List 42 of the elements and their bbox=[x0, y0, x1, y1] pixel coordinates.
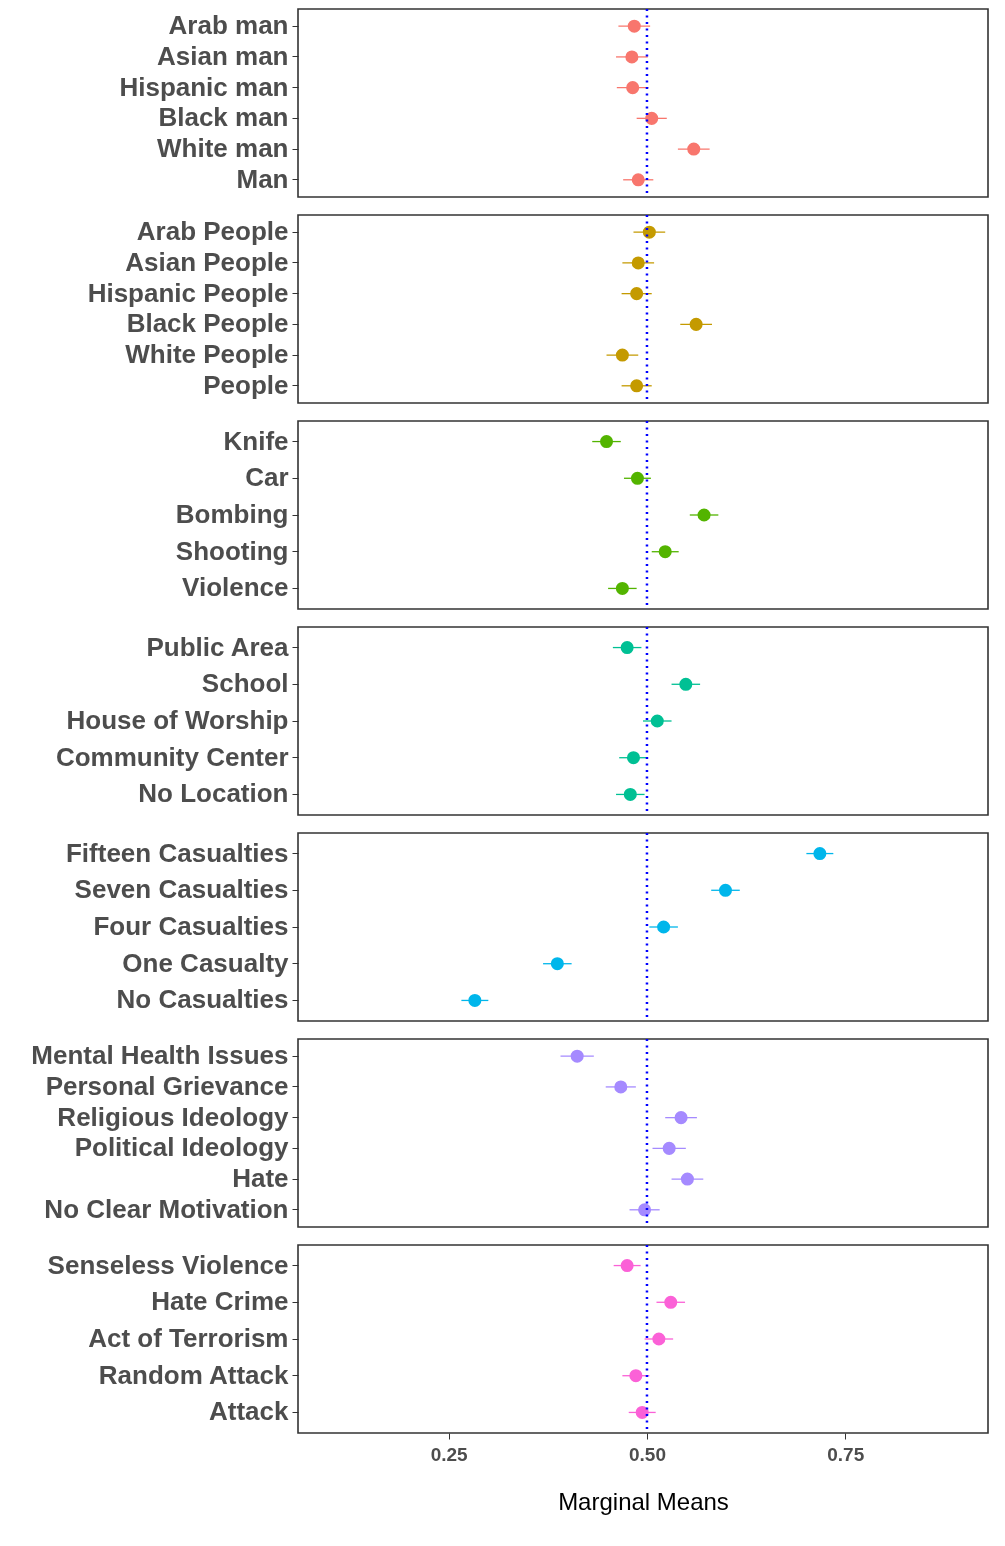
y-tick-label: Act of Terrorism bbox=[88, 1323, 289, 1353]
y-tick-label: Violence bbox=[182, 572, 289, 603]
y-tick-label: Four Casualties bbox=[93, 911, 289, 941]
y-tick-label: Black man bbox=[158, 102, 289, 133]
x-tick-label: 0.25 bbox=[430, 1443, 469, 1465]
y-tick-label: No Casualties bbox=[116, 984, 289, 1015]
y-tick-label: People bbox=[203, 369, 289, 400]
y-tick-label: Public Area bbox=[146, 631, 290, 662]
x-axis-title: Marginal Means bbox=[558, 1487, 729, 1515]
y-tick-label: White man bbox=[157, 133, 289, 164]
y-tick-label: Seven Casualties bbox=[74, 874, 289, 905]
y-tick-label: Hate Crime bbox=[151, 1286, 289, 1317]
y-tick-label: Personal Grievance bbox=[45, 1070, 289, 1101]
y-tick-label: Asian People bbox=[125, 246, 289, 277]
y-tick-label: Black People bbox=[126, 308, 289, 339]
y-tick-label: No Clear Motivation bbox=[44, 1193, 289, 1224]
x-tick-label: 0.75 bbox=[827, 1443, 865, 1465]
y-tick-label: Car bbox=[245, 462, 289, 493]
y-tick-label: Asian man bbox=[157, 40, 289, 71]
y-tick-label: School bbox=[201, 668, 289, 699]
y-tick-label: Hate bbox=[232, 1163, 289, 1194]
y-tick-label: Hispanic People bbox=[87, 277, 289, 308]
y-tick-label: Community Center bbox=[55, 741, 289, 772]
y-tick-label: White People bbox=[125, 339, 289, 370]
y-tick-label: Random Attack bbox=[98, 1359, 290, 1390]
y-tick-label: Fifteen Casualties bbox=[65, 837, 289, 868]
y-tick-label: Senseless Violence bbox=[47, 1249, 289, 1280]
y-tick-label: Arab man bbox=[168, 10, 289, 41]
y-tick-label: Bombing bbox=[175, 499, 289, 529]
y-tick-label: Religious Ideology bbox=[57, 1101, 290, 1132]
y-tick-label: House of Worship bbox=[66, 705, 289, 735]
y-tick-label: Attack bbox=[209, 1396, 290, 1427]
y-tick-label: One Casualty bbox=[122, 947, 290, 978]
y-tick-label: Political Ideology bbox=[74, 1132, 290, 1163]
y-tick-label: Shooting bbox=[175, 535, 289, 566]
y-tick-label: Mental Health Issues bbox=[31, 1040, 289, 1071]
y-tick-label: Hispanic man bbox=[119, 71, 289, 102]
y-tick-label: No Location bbox=[138, 778, 289, 809]
x-tick-label: 0.50 bbox=[628, 1443, 666, 1465]
y-tick-label: Man bbox=[236, 163, 289, 194]
y-tick-label: Arab People bbox=[136, 216, 289, 247]
y-tick-label: Knife bbox=[223, 425, 289, 456]
